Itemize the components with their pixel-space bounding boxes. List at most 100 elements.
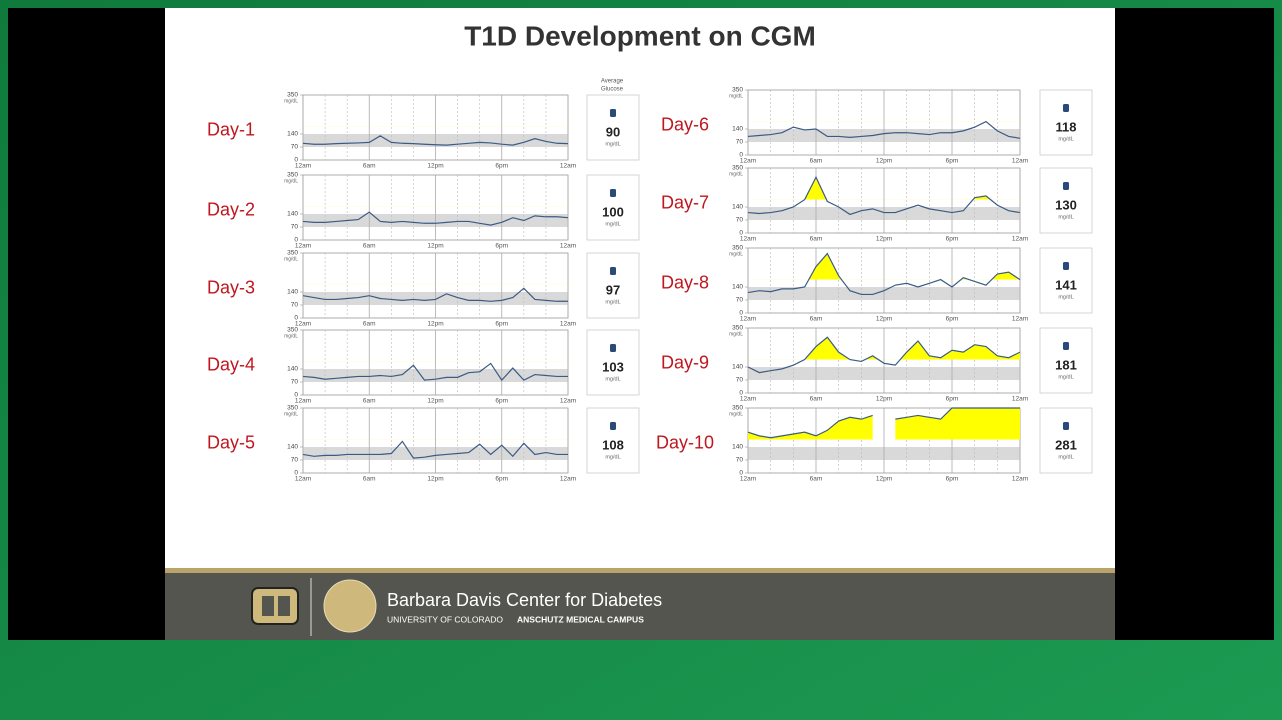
glucose-line xyxy=(302,211,569,226)
x-tick-label: 12pm xyxy=(427,476,443,483)
average-box xyxy=(586,329,640,396)
x-tick-label: 12am xyxy=(740,158,756,165)
x-tick-label: 6pm xyxy=(495,398,508,405)
footer-bar xyxy=(165,568,1115,640)
y-tick-label: 0 xyxy=(294,392,298,399)
average-box xyxy=(586,407,640,474)
y-unit: mg/dL xyxy=(729,171,743,177)
x-tick-label: 12pm xyxy=(876,236,892,243)
y-tick-label: 350 xyxy=(287,250,298,257)
average-value: 90 xyxy=(606,124,620,139)
average-unit: mg/dL xyxy=(1058,136,1073,142)
x-tick-label: 12am xyxy=(560,163,576,170)
device-icon xyxy=(1063,104,1069,112)
y-unit: mg/dL xyxy=(284,98,298,104)
average-unit: mg/dL xyxy=(605,221,620,227)
x-tick-label: 12pm xyxy=(876,396,892,403)
high-area xyxy=(748,408,1020,440)
x-tick-label: 6pm xyxy=(495,163,508,170)
x-tick-label: 6pm xyxy=(946,316,959,323)
high-area xyxy=(748,177,1020,200)
slide-title: T1D Development on CGM xyxy=(464,20,816,51)
average-value: 103 xyxy=(602,359,624,374)
y-tick-label: 350 xyxy=(732,87,743,94)
x-tick-label: 6am xyxy=(810,476,823,483)
x-tick-label: 12am xyxy=(1012,316,1028,323)
average-unit: mg/dL xyxy=(1058,294,1073,300)
y-tick-label: 0 xyxy=(739,152,743,159)
x-tick-label: 6pm xyxy=(946,236,959,243)
average-box xyxy=(1039,407,1093,474)
device-icon xyxy=(610,189,616,197)
y-tick-label: 140 xyxy=(287,131,298,138)
device-icon xyxy=(1063,182,1069,190)
y-unit: mg/dL xyxy=(729,93,743,99)
y-unit: mg/dL xyxy=(284,411,298,417)
average-unit: mg/dL xyxy=(1058,374,1073,380)
x-tick-label: 12am xyxy=(740,236,756,243)
x-tick-label: 6pm xyxy=(946,476,959,483)
x-tick-label: 12am xyxy=(295,476,311,483)
average-value: 281 xyxy=(1055,437,1077,452)
y-tick-label: 0 xyxy=(294,237,298,244)
x-tick-label: 12pm xyxy=(427,321,443,328)
y-tick-label: 70 xyxy=(736,377,744,384)
average-box xyxy=(1039,89,1093,156)
y-tick-label: 0 xyxy=(739,470,743,477)
average-box xyxy=(586,174,640,241)
y-tick-label: 70 xyxy=(291,224,299,231)
y-tick-label: 350 xyxy=(732,325,743,332)
y-tick-label: 140 xyxy=(287,289,298,296)
seal-logo xyxy=(323,579,377,633)
glucose-line xyxy=(747,175,1021,216)
average-value: 130 xyxy=(1055,197,1077,212)
y-tick-label: 70 xyxy=(736,297,744,304)
y-tick-label: 140 xyxy=(732,284,743,291)
average-header: Average xyxy=(601,79,624,85)
x-tick-label: 12am xyxy=(560,398,576,405)
y-tick-label: 70 xyxy=(736,217,744,224)
y-tick-label: 350 xyxy=(287,327,298,334)
average-box xyxy=(586,94,640,161)
device-icon xyxy=(610,109,616,117)
glucose-line xyxy=(747,120,1021,139)
y-tick-label: 350 xyxy=(732,245,743,252)
x-tick-label: 6pm xyxy=(495,476,508,483)
average-unit: mg/dL xyxy=(1058,454,1073,460)
x-tick-label: 6pm xyxy=(495,243,508,250)
x-tick-label: 12pm xyxy=(427,398,443,405)
average-value: 181 xyxy=(1055,357,1077,372)
glucose-line xyxy=(747,252,1021,296)
y-unit: mg/dL xyxy=(284,333,298,339)
y-tick-label: 0 xyxy=(739,390,743,397)
x-tick-label: 12am xyxy=(560,476,576,483)
y-tick-label: 350 xyxy=(287,405,298,412)
device-icon xyxy=(610,422,616,430)
x-tick-label: 12am xyxy=(1012,158,1028,165)
y-tick-label: 350 xyxy=(732,405,743,412)
y-tick-label: 140 xyxy=(732,204,743,211)
footer-sub: UNIVERSITY OF COLORADO xyxy=(387,614,503,624)
y-unit: mg/dL xyxy=(284,256,298,262)
day-label: Day-5 xyxy=(207,432,255,452)
high-area xyxy=(748,253,1020,280)
average-value: 118 xyxy=(1056,119,1077,134)
average-box xyxy=(1039,247,1093,314)
average-unit: mg/dL xyxy=(605,376,620,382)
device-icon xyxy=(610,344,616,352)
average-unit: mg/dL xyxy=(605,141,620,147)
x-tick-label: 6am xyxy=(363,243,376,250)
footer-title: Barbara Davis Center for Diabetes xyxy=(387,590,662,610)
average-unit: mg/dL xyxy=(605,454,620,460)
y-unit: mg/dL xyxy=(729,331,743,337)
y-unit: mg/dL xyxy=(284,178,298,184)
day-label: Day-8 xyxy=(661,272,709,292)
y-tick-label: 0 xyxy=(294,470,298,477)
